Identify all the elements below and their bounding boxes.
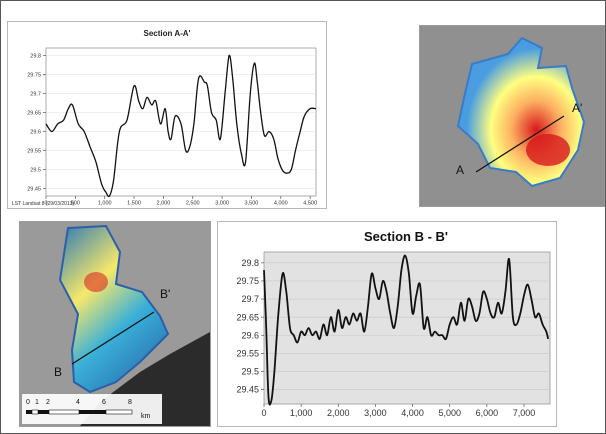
- map-b-heat-region: [58, 224, 170, 394]
- y-tick-label: 29.8: [30, 54, 41, 60]
- section-b-y-ticks: 29.45 29.5 29.55 29.6 29.65 29.7 29.75 29.8: [236, 258, 264, 395]
- x-tick-label: 0: [261, 408, 266, 418]
- map-b-section-line: [71, 311, 155, 365]
- y-tick-label: 29.7: [30, 91, 41, 97]
- y-tick-label: 29.6: [30, 129, 41, 135]
- map-section-a-image: A A': [420, 26, 604, 206]
- section-a-chart-title: Section A-A': [144, 29, 191, 38]
- y-tick-label: 29.5: [30, 167, 41, 173]
- map-b-hotspot: [84, 272, 108, 292]
- map-a-label-end: A': [572, 101, 582, 115]
- section-b-series-line: [263, 254, 549, 406]
- scale-label-4: 4: [76, 399, 80, 406]
- x-tick-label: 500: [71, 201, 80, 207]
- map-b-scale-bar: 0 1 2 4 6 8 km: [22, 394, 162, 424]
- map-section-a: A A': [419, 25, 605, 207]
- x-tick-label: 2,000: [327, 408, 350, 418]
- section-a-y-ticks: 29.45 29.5 29.55 29.6 29.65 29.7 29.75 29.8: [27, 54, 46, 192]
- x-tick-label: 7,000: [513, 408, 536, 418]
- x-tick-label: 1,500: [127, 201, 141, 207]
- y-tick-label: 29.8: [241, 258, 259, 268]
- section-b-chart: Section B - B' 29.4529.529.5529.629.6529…: [236, 229, 551, 418]
- y-tick-label: 29.65: [27, 110, 41, 116]
- scale-segment: [38, 410, 49, 414]
- section-a-footnote: LST Landsat 8 (29/03/2013): [12, 201, 75, 207]
- y-tick-label: 29.55: [236, 348, 259, 358]
- y-tick-label: 29.6: [241, 330, 259, 340]
- x-tick-label: 6,000: [476, 408, 499, 418]
- x-tick-label: 4,500: [303, 201, 317, 207]
- y-tick-label: 29.45: [27, 186, 41, 192]
- section-b-plot-area: [263, 251, 551, 405]
- map-a-label-start: A: [456, 163, 464, 177]
- section-b-chart-title: Section B - B': [364, 229, 448, 244]
- scale-label-6: 6: [102, 399, 106, 406]
- scale-segment: [26, 410, 32, 414]
- x-tick-label: 2,500: [186, 201, 200, 207]
- section-b-x-ticks: 0 1,000 2,000 3,000 4,000 5,000 6,000 7,000: [261, 404, 535, 418]
- scale-segment: [48, 409, 80, 415]
- map-b-label-start: B: [54, 365, 62, 379]
- section-a-chart-panel: Section A-A' 29.45 29.5 29.55 29.6 29.65 29.7…: [7, 21, 327, 209]
- map-a-section-line: [475, 115, 565, 173]
- y-tick-label: 29.75: [236, 276, 259, 286]
- x-tick-label: 4,000: [274, 201, 288, 207]
- y-tick-label: 29.75: [27, 72, 41, 78]
- section-a-x-ticks: 0 500 1,000 1,500 2,000 2,500 3,000 3,500 4,000 4…: [44, 196, 317, 207]
- x-tick-label: 3,000: [215, 201, 229, 207]
- section-a-grid: [46, 55, 316, 189]
- x-tick-label: 0: [44, 201, 47, 207]
- scale-segment: [79, 410, 106, 414]
- scale-label-2: 2: [46, 399, 50, 406]
- scale-segment: [105, 409, 133, 415]
- map-b-label-end: B': [160, 287, 170, 301]
- x-tick-label: 2,000: [157, 201, 171, 207]
- x-tick-label: 5,000: [438, 408, 461, 418]
- y-tick-label: 29.7: [241, 294, 259, 304]
- x-tick-label: 4,000: [401, 408, 424, 418]
- scale-bar-background: [22, 394, 162, 424]
- x-tick-label: 3,500: [245, 201, 259, 207]
- map-section-b: B B' 0 1 2 4 6 8 km: [19, 221, 211, 427]
- y-tick-label: 29.65: [236, 312, 259, 322]
- section-b-chart-panel: Section B - B' 29.45 29.5 29.55 29.6 29.65 29…: [217, 221, 557, 427]
- map-a-hotspot: [526, 134, 570, 166]
- y-tick-label: 29.5: [241, 367, 259, 377]
- x-tick-label: 3,000: [364, 408, 387, 418]
- y-tick-label: 29.55: [27, 148, 41, 154]
- y-tick-label: 29.45: [236, 385, 259, 395]
- section-a-series-line: [45, 54, 317, 198]
- section-a-chart: Section A-A' 29.45 29.5 29.55 29.6 29.65 29.7…: [12, 29, 317, 207]
- scale-unit: km: [141, 413, 151, 420]
- x-tick-label: 1,000: [98, 201, 112, 207]
- scale-label-1: 1: [35, 399, 39, 406]
- map-section-b-image: B B' 0 1 2 4 6 8 km: [20, 222, 210, 426]
- scale-segment: [31, 409, 39, 415]
- scale-label-0: 0: [26, 399, 30, 406]
- scale-label-8: 8: [128, 399, 132, 406]
- x-tick-label: 1,000: [290, 408, 313, 418]
